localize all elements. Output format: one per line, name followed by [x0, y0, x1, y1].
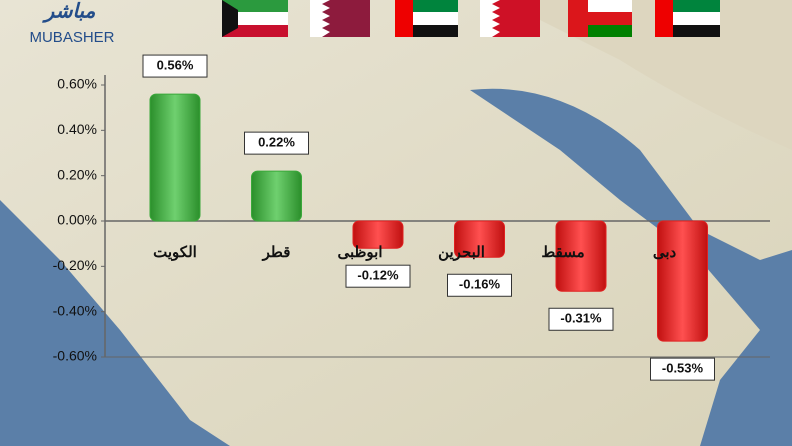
- value-label-box: [142, 54, 208, 78]
- y-tick-label: -0.60%: [53, 348, 97, 364]
- x-tick-label: دبى: [653, 244, 677, 261]
- flags: [222, 0, 720, 37]
- sea: [0, 200, 230, 446]
- x-tick-label: البحرين: [438, 244, 485, 261]
- x-tick-label: ابوظبى: [337, 244, 382, 261]
- y-tick-label: 0.40%: [57, 121, 97, 137]
- value-label-box: [548, 307, 614, 331]
- y-tick-label: 0.60%: [57, 76, 97, 92]
- value-label-box: [447, 273, 512, 297]
- x-tick-label: قطر: [262, 244, 291, 261]
- value-label-box: [345, 264, 411, 288]
- bar: [251, 170, 302, 222]
- logo: MUBASHER: [29, 29, 114, 46]
- land-north: [500, 0, 792, 150]
- y-tick-label: -0.20%: [53, 257, 97, 273]
- value-label-box: [244, 131, 309, 155]
- y-tick-label: -0.40%: [53, 302, 97, 318]
- value-label: 0.22%: [258, 135, 295, 150]
- value-label: -0.16%: [459, 277, 501, 292]
- bar: [149, 93, 201, 222]
- value-label: -0.31%: [560, 311, 602, 326]
- bar: [657, 220, 708, 342]
- x-tick-label: مسقط: [541, 244, 584, 261]
- logo-arabic: مباشر: [42, 0, 96, 23]
- value-label-box: [650, 357, 715, 381]
- bar: [555, 220, 607, 292]
- bar: [352, 220, 404, 249]
- x-tick-label: الكويت: [153, 244, 197, 261]
- value-label: 0.56%: [157, 58, 194, 73]
- y-tick-label: 0.20%: [57, 166, 97, 182]
- y-tick-label: 0.00%: [57, 212, 97, 228]
- value-label: -0.53%: [662, 361, 704, 376]
- value-label: -0.12%: [357, 268, 399, 283]
- sea: [470, 88, 792, 446]
- bar: [454, 220, 505, 258]
